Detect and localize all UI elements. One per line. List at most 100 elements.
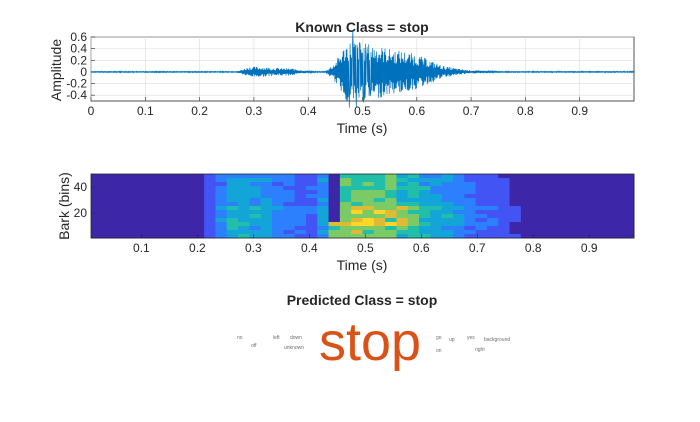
spectrogram-cell <box>577 194 590 199</box>
spectrogram-cell <box>520 226 533 231</box>
spectrogram-cell <box>430 206 443 211</box>
spectrogram-cell <box>475 226 488 231</box>
spectrogram-cell <box>362 194 375 199</box>
spectrogram-cell <box>272 178 284 183</box>
spectrogram-cell <box>249 186 262 191</box>
spectrogram-cell <box>158 206 171 211</box>
spectrogram-cell <box>453 222 465 227</box>
spectrogram-cell <box>430 186 443 191</box>
spectrogram-cell <box>419 182 431 187</box>
spectrogram-cell <box>249 178 262 183</box>
spectrogram-cell <box>475 194 488 199</box>
spectrogram-cell <box>102 174 115 179</box>
spectrogram-cell <box>554 206 567 211</box>
spectrogram-cell <box>215 190 228 195</box>
spectrogram-cell <box>147 234 160 239</box>
wordcloud-panel: Predicted Class = stop no off left down … <box>237 292 510 372</box>
spectrogram-cell <box>611 226 624 231</box>
spectrogram-cell <box>317 214 330 219</box>
spectrogram-cell <box>226 202 239 207</box>
spectrogram-cell <box>158 214 171 219</box>
spectrogram-cell <box>566 234 578 239</box>
spectrogram-cell <box>475 190 488 195</box>
spectrogram-cell <box>226 182 239 187</box>
spectrogram-cell <box>136 178 149 183</box>
spectrogram-cell <box>441 210 454 215</box>
spectrogram-cell <box>373 186 386 191</box>
spectrogram-cell <box>351 222 363 227</box>
spectrogram-cell <box>611 178 624 183</box>
spectrogram-cell <box>622 182 635 187</box>
spectrogram-cell <box>543 234 556 239</box>
spectrogram-cell <box>520 198 533 203</box>
spectrogram-cell <box>283 182 296 187</box>
spectrogram-cell <box>328 198 341 203</box>
spectrogram-cell <box>91 234 103 239</box>
spectrogram-cell <box>215 186 228 191</box>
spectrogram-cell <box>453 214 465 219</box>
spectrogram-cell <box>113 194 126 199</box>
spectrogram-cell <box>385 202 397 207</box>
spectrogram-cell <box>317 202 330 207</box>
spectrogram-cell <box>441 202 454 207</box>
spectrogram-xtick-label: 0.3 <box>245 241 262 255</box>
spectrogram-cell <box>226 226 239 231</box>
spectrogram-cell <box>475 222 488 227</box>
spectrogram-cell <box>600 178 612 183</box>
spectrogram-cell <box>464 218 477 223</box>
spectrogram-cell <box>622 230 635 235</box>
spectrogram-cell <box>396 198 409 203</box>
spectrogram-cell <box>600 210 612 215</box>
word-no: no <box>237 335 243 341</box>
spectrogram-cell <box>509 174 522 179</box>
spectrogram-cell <box>396 206 409 211</box>
spectrogram-cell <box>419 186 431 191</box>
waveform-ytick-label: 0 <box>80 65 87 79</box>
spectrogram-cell <box>430 226 443 231</box>
spectrogram-cell <box>238 210 250 215</box>
spectrogram-cell <box>486 182 499 187</box>
spectrogram-cell <box>136 202 149 207</box>
spectrogram-cell <box>532 190 544 195</box>
spectrogram-cell <box>588 182 601 187</box>
spectrogram-cell <box>622 214 635 219</box>
spectrogram-cell <box>249 218 262 223</box>
spectrogram-cell <box>622 190 635 195</box>
spectrogram-cell <box>373 234 386 239</box>
spectrogram-cell <box>215 194 228 199</box>
spectrogram-cell <box>124 222 137 227</box>
spectrogram-cell <box>351 202 363 207</box>
spectrogram-cell <box>396 182 409 187</box>
spectrogram-cell <box>158 190 171 195</box>
spectrogram-cell <box>113 190 126 195</box>
spectrogram-cell <box>430 194 443 199</box>
spectrogram-cell <box>226 214 239 219</box>
spectrogram-cell <box>453 190 465 195</box>
spectrogram-xtick-label: 0.2 <box>189 241 206 255</box>
spectrogram-cell <box>305 214 318 219</box>
spectrogram-cell <box>588 214 601 219</box>
spectrogram-cell <box>113 234 126 239</box>
spectrogram-cell <box>147 222 160 227</box>
spectrogram-cell <box>305 174 318 179</box>
spectrogram-cell <box>486 214 499 219</box>
spectrogram-cell <box>192 234 205 239</box>
spectrogram-cell <box>362 182 375 187</box>
spectrogram-cell <box>215 182 228 187</box>
spectrogram-cell <box>498 198 511 203</box>
spectrogram-cell <box>622 226 635 231</box>
spectrogram-cell <box>136 186 149 191</box>
spectrogram-cell <box>532 178 544 183</box>
spectrogram-cell <box>328 182 341 187</box>
spectrogram-cell <box>486 190 499 195</box>
spectrogram-cell <box>136 218 149 223</box>
spectrogram-cell <box>328 174 341 179</box>
spectrogram-cell <box>373 214 386 219</box>
word-up: up <box>449 337 455 343</box>
spectrogram-cell <box>385 218 397 223</box>
spectrogram-cell <box>181 202 194 207</box>
spectrogram-cell <box>532 222 544 227</box>
spectrogram-cell <box>351 178 363 183</box>
spectrogram-cell <box>339 198 352 203</box>
waveform-xtick-label: 0.4 <box>300 104 317 118</box>
